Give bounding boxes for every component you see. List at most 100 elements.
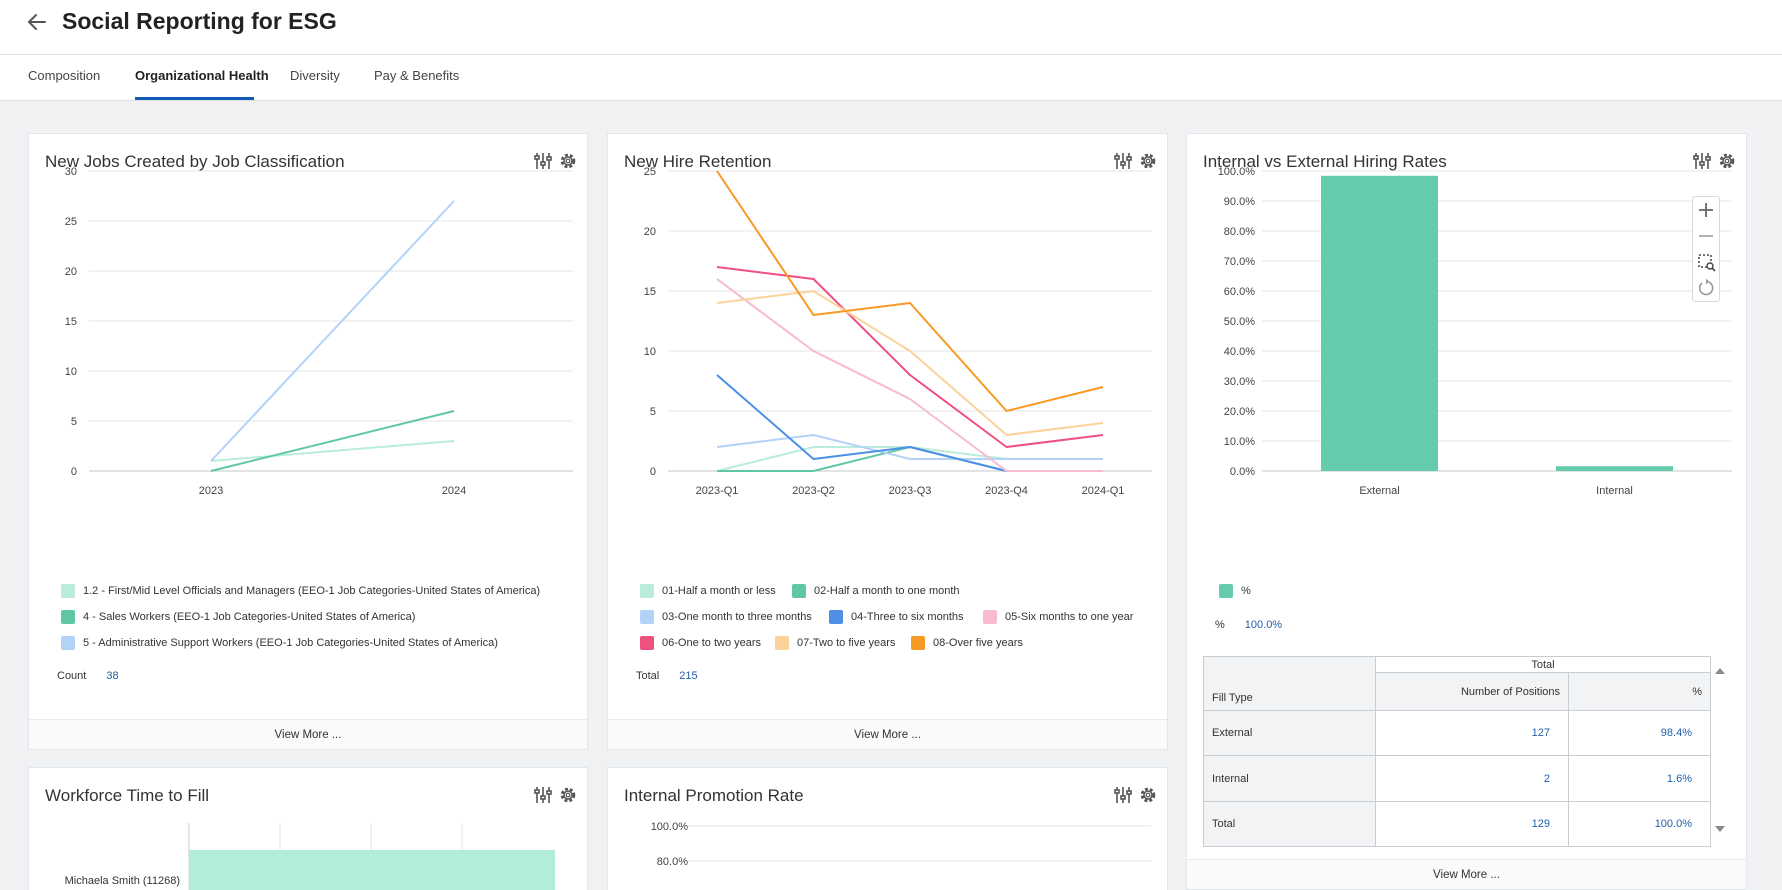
legend-swatch <box>61 584 75 598</box>
view-more-button[interactable]: View More ... <box>608 719 1167 749</box>
table-cell-percent[interactable]: 98.4% <box>1568 710 1711 756</box>
series-line[interactable] <box>210 440 455 462</box>
tab-bar: Composition Organizational Health Divers… <box>0 55 1782 101</box>
legend-item[interactable]: 04-Three to six months <box>829 610 964 624</box>
legend-item[interactable]: 1.2 - First/Mid Level Officials and Mana… <box>61 584 540 598</box>
bar[interactable] <box>1556 466 1673 471</box>
chart-hiring-rates: 0.0% 10.0% 20.0% 30.0% 40.0% 50.0% 60.0% 70.0% 8… <box>1218 166 1732 497</box>
bar[interactable] <box>189 850 555 890</box>
legend-item[interactable]: % <box>1219 584 1251 598</box>
summary-label: % <box>1215 619 1225 631</box>
legend-swatch <box>1219 584 1233 598</box>
gear-icon[interactable] <box>558 151 578 171</box>
scroll-up-icon[interactable] <box>1715 668 1725 674</box>
legend-item[interactable]: 01-Half a month or less <box>640 584 776 598</box>
gear-icon[interactable] <box>1138 785 1158 805</box>
tab-diversity[interactable]: Diversity <box>290 68 340 83</box>
legend-item[interactable]: 02-Half a month to one month <box>792 584 960 598</box>
legend-item[interactable]: 5 - Administrative Support Workers (EEO-… <box>61 636 498 650</box>
zoom-out-icon[interactable] <box>1693 223 1719 249</box>
table-cell-positions[interactable]: 129 <box>1375 801 1569 847</box>
summary-value[interactable]: 100.0% <box>1244 619 1283 631</box>
y-tick-label: 10.0% <box>1224 436 1255 448</box>
table-scrollbar[interactable] <box>1712 660 1728 840</box>
card-internal-promotion-rate: Internal Promotion Rate 100.0% 80.0% <box>607 767 1168 890</box>
legend-item[interactable]: 4 - Sales Workers (EEO-1 Job Categories-… <box>61 610 415 624</box>
y-tick-label: 90.0% <box>1224 196 1255 208</box>
x-tick-label: 2023 <box>199 485 223 497</box>
table-cell-type: Internal <box>1203 755 1376 802</box>
gear-icon[interactable] <box>558 785 578 805</box>
reset-icon[interactable] <box>1693 275 1719 301</box>
row-header-fill-type: Fill Type <box>1203 672 1376 711</box>
y-tick-label: 100.0% <box>1218 166 1256 178</box>
column-group-header: Total <box>1375 656 1711 673</box>
card-new-hire-retention: New Hire Retention 0 5 10 15 20 25 2023-Q1 2023… <box>607 133 1168 750</box>
series-line[interactable] <box>716 434 1103 460</box>
legend-item[interactable]: 06-One to two years <box>640 636 761 650</box>
legend-label: % <box>1241 585 1251 597</box>
filter-sliders-icon[interactable] <box>533 151 553 171</box>
active-tab-indicator <box>135 97 254 100</box>
bar[interactable] <box>1321 175 1438 472</box>
tab-pay-benefits[interactable]: Pay & Benefits <box>374 68 460 83</box>
series-line[interactable] <box>716 266 1104 448</box>
legend-label: 04-Three to six months <box>851 611 964 623</box>
view-more-button[interactable]: View More ... <box>29 719 587 749</box>
y-tick-label: 25 <box>65 216 77 228</box>
x-tick-label: Internal <box>1596 485 1633 497</box>
series-line[interactable] <box>716 278 1103 472</box>
series-line[interactable] <box>210 410 455 472</box>
card-new-jobs: New Jobs Created by Job Classification 0… <box>28 133 588 750</box>
table-cell-percent[interactable]: 1.6% <box>1568 755 1711 802</box>
series-line[interactable] <box>716 170 1104 412</box>
legend-label: 5 - Administrative Support Workers (EEO-… <box>83 637 498 649</box>
card-workforce-time-to-fill: Workforce Time to Fill Michaela Smith (1… <box>28 767 588 890</box>
y-tick-label: 20.0% <box>1224 406 1255 418</box>
table-cell-positions[interactable]: 127 <box>1375 710 1569 756</box>
legend-item[interactable]: 03-One month to three months <box>640 610 812 624</box>
legend-item[interactable]: 07-Two to five years <box>775 636 895 650</box>
chart-promotion-rate: 100.0% 80.0% <box>651 821 1151 868</box>
table-row: Internal 2 1.6% <box>1203 755 1711 802</box>
filter-sliders-icon[interactable] <box>1692 151 1712 171</box>
page-header: Social Reporting for ESG <box>0 0 1782 55</box>
summary-total: Total 215 <box>636 670 698 682</box>
tab-organizational-health[interactable]: Organizational Health <box>135 68 269 83</box>
zoom-in-icon[interactable] <box>1693 197 1719 223</box>
y-tick-label: 0 <box>650 466 656 478</box>
legend-item[interactable]: 08-Over five years <box>911 636 1023 650</box>
filter-sliders-icon[interactable] <box>1113 785 1133 805</box>
legend-item[interactable]: 05-Six months to one year <box>983 610 1133 624</box>
filter-sliders-icon[interactable] <box>533 785 553 805</box>
scroll-down-icon[interactable] <box>1715 826 1725 832</box>
tab-composition[interactable]: Composition <box>28 68 101 83</box>
gear-icon[interactable] <box>1138 151 1158 171</box>
series-line[interactable] <box>210 200 455 462</box>
card-title: New Jobs Created by Job Classification <box>45 152 345 171</box>
summary-value[interactable]: 215 <box>679 670 698 682</box>
gear-icon[interactable] <box>1717 151 1737 171</box>
filter-sliders-icon[interactable] <box>1113 151 1133 171</box>
y-tick-label: 20 <box>644 226 656 238</box>
y-tick-label: 30 <box>65 166 77 178</box>
bar-label: Michaela Smith (11268) <box>65 875 180 887</box>
back-arrow-icon[interactable] <box>26 10 48 34</box>
card-title: Internal vs External Hiring Rates <box>1203 152 1447 171</box>
table-cell-percent[interactable]: 100.0% <box>1568 801 1711 847</box>
y-tick-label: 70.0% <box>1224 256 1255 268</box>
view-more-button[interactable]: View More ... <box>1187 859 1746 889</box>
table-row: Total 129 100.0% <box>1203 801 1711 847</box>
x-tick-label: 2024-Q1 <box>1082 485 1125 497</box>
y-tick-label: 60.0% <box>1224 286 1255 298</box>
y-tick-label: 40.0% <box>1224 346 1255 358</box>
legend-swatch <box>911 636 925 650</box>
series-line[interactable] <box>716 290 1104 436</box>
y-tick-label: 80.0% <box>1224 226 1255 238</box>
table-cell-positions[interactable]: 2 <box>1375 755 1569 802</box>
summary-value[interactable]: 38 <box>106 670 119 682</box>
y-tick-label: 0 <box>71 466 77 478</box>
y-tick-label: 80.0% <box>657 856 688 868</box>
zoom-select-icon[interactable] <box>1693 249 1719 275</box>
card-title: Internal Promotion Rate <box>624 786 804 805</box>
